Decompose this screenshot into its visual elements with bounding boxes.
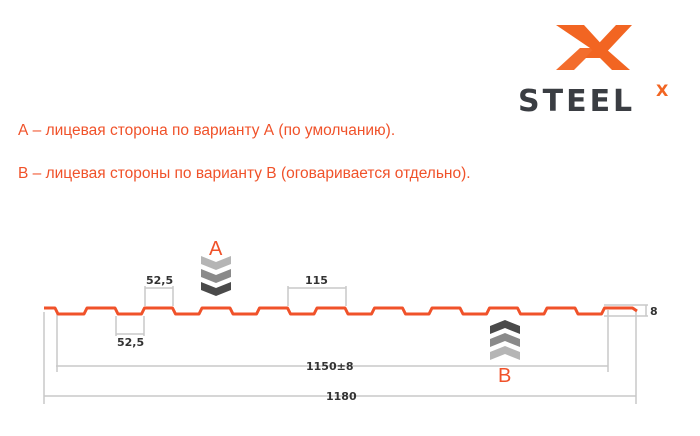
chevron-icon <box>201 269 231 283</box>
logo-superscript: X <box>656 81 669 100</box>
dim-top-width: 52,5 <box>146 274 173 287</box>
note-side-b: В – лицевая стороны по варианту В (огова… <box>18 165 471 182</box>
arrows-side-a <box>201 256 231 296</box>
sheet-profile <box>44 306 638 316</box>
logo-x-mark <box>556 25 632 70</box>
dim-useful-width: 1150±8 <box>306 360 354 373</box>
dim-pitch: 115 <box>305 274 328 287</box>
steelx-logo: STEEL X <box>518 25 669 119</box>
chevron-icon <box>490 320 520 334</box>
chevron-icon <box>490 333 520 347</box>
note-side-a: А – лицевая сторона по варианту А (по ум… <box>18 122 396 139</box>
logo-text: STEEL <box>518 84 635 119</box>
dim-height: 8 <box>650 305 658 318</box>
arrows-side-b <box>490 320 520 360</box>
dim-bottom-width: 52,5 <box>117 336 144 349</box>
label-side-b: B <box>498 365 511 387</box>
chevron-icon <box>201 256 231 270</box>
dim-full-width: 1180 <box>326 390 357 403</box>
label-side-a: A <box>209 238 223 260</box>
chevron-icon <box>490 346 520 360</box>
dimension-lines <box>43 286 648 404</box>
chevron-icon <box>201 282 231 296</box>
